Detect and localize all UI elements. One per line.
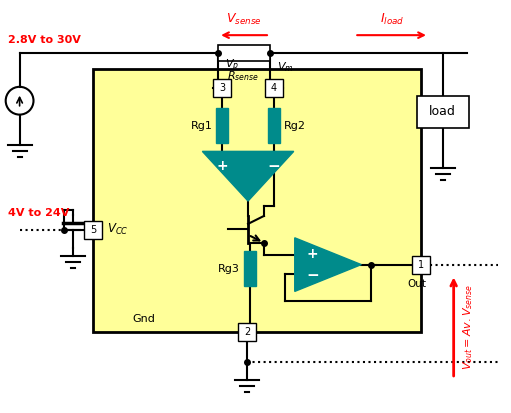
Text: +: + <box>217 159 228 173</box>
Text: load: load <box>429 105 456 118</box>
Bar <box>216 108 228 143</box>
Bar <box>265 79 283 97</box>
Bar <box>84 221 102 239</box>
Bar <box>93 69 421 332</box>
Text: $V_{sense}$: $V_{sense}$ <box>226 12 262 27</box>
Text: $V_{CC}$: $V_{CC}$ <box>107 222 129 237</box>
Text: $V_{out}=Av.V_{sense}$: $V_{out}=Av.V_{sense}$ <box>461 284 475 370</box>
Bar <box>213 79 231 97</box>
Text: $V_m$: $V_m$ <box>277 60 293 74</box>
Text: $V_p$: $V_p$ <box>225 57 239 74</box>
Text: $I_{load}$: $I_{load}$ <box>380 12 404 27</box>
Polygon shape <box>295 238 361 292</box>
Text: Rg3: Rg3 <box>218 263 240 273</box>
Polygon shape <box>202 152 294 201</box>
Bar <box>244 251 256 287</box>
Text: $R_{sense}$: $R_{sense}$ <box>227 69 259 83</box>
Bar <box>238 323 256 341</box>
Text: 2.8V to 30V: 2.8V to 30V <box>8 35 81 45</box>
Text: 2: 2 <box>244 327 250 337</box>
Text: Out: Out <box>407 278 426 289</box>
Text: 5: 5 <box>90 225 96 235</box>
Text: +: + <box>307 247 318 261</box>
Bar <box>268 108 280 143</box>
Bar <box>412 256 430 273</box>
Text: −: − <box>267 159 280 174</box>
Text: 3: 3 <box>219 83 225 93</box>
Text: 4V to 24V: 4V to 24V <box>8 208 69 218</box>
Text: 1: 1 <box>418 260 424 270</box>
Text: Rg2: Rg2 <box>284 121 306 131</box>
Text: −: − <box>306 268 319 283</box>
Bar <box>417 96 469 128</box>
Bar <box>218 45 270 61</box>
Text: 4: 4 <box>271 83 277 93</box>
Text: Gnd: Gnd <box>133 314 156 324</box>
Text: Rg1: Rg1 <box>191 121 212 131</box>
